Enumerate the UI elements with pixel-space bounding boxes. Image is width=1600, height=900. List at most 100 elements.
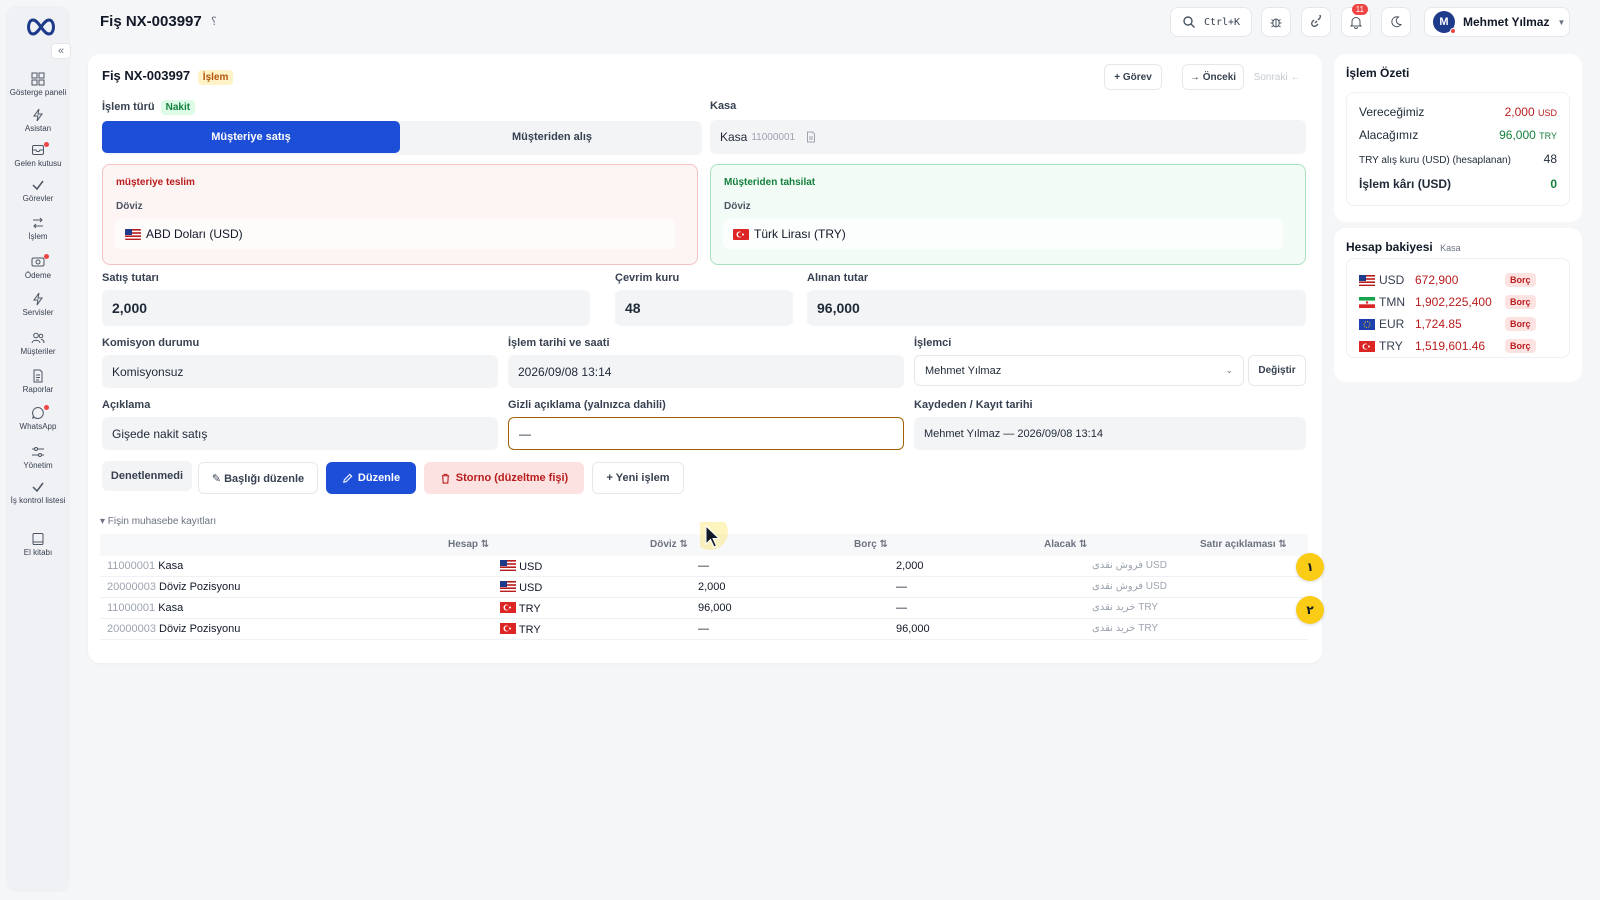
cash-badge: Nakit: [160, 100, 196, 115]
sidebar-item-management[interactable]: Yönetim: [6, 445, 70, 470]
balance-row: TRY 1,519,601.46 Borç: [1359, 338, 1536, 354]
edit-button[interactable]: Düzenle: [326, 462, 416, 494]
col-debit[interactable]: Borç ⇅: [854, 539, 888, 550]
purchase-from-customer-tab[interactable]: Müşteriden alış: [511, 131, 593, 143]
trash-icon: [441, 473, 449, 484]
unaudited-status[interactable]: Denetlenmedi: [102, 461, 192, 491]
operator-select[interactable]: Mehmet Yılmaz ⌄: [914, 355, 1244, 386]
sale-amount-input[interactable]: 2,000: [102, 290, 590, 326]
storno-button[interactable]: Storno (düzeltme fişi): [424, 462, 584, 494]
theme-toggle-button[interactable]: [1381, 7, 1411, 37]
edit-header-button[interactable]: ✎ Başlığı düzenle: [198, 462, 318, 494]
recorder-field: Mehmet Yılmaz — 2026/09/08 13:14: [914, 417, 1306, 450]
bolt-icon: [33, 292, 43, 306]
exchange-rate-label: Çevrim kuru: [615, 272, 680, 284]
whatsapp-icon: [32, 406, 44, 419]
operator-label: İşlemci: [914, 337, 952, 349]
col-currency[interactable]: Döviz ⇅: [650, 539, 688, 550]
col-line-description[interactable]: Satır açıklaması ⇅: [1200, 539, 1287, 550]
previous-button[interactable]: → Önceki: [1182, 64, 1244, 90]
give-value: 2,000 USD: [1504, 105, 1557, 119]
profit-label: İşlem kârı (USD): [1359, 177, 1452, 191]
table-row[interactable]: 11000001 Kasa USD — 2,000 فروش نقدی USD: [100, 556, 1308, 577]
sidebar-item-checklist[interactable]: İş kontrol listesi: [6, 480, 70, 505]
sale-to-customer-tab[interactable]: Müşteriye satış: [102, 121, 400, 153]
datetime-input[interactable]: 2026/09/08 13:14: [508, 355, 904, 388]
add-task-button[interactable]: + Görev: [1104, 64, 1162, 90]
give-row: Vereceğimiz 2,000 USD: [1359, 105, 1557, 119]
sidebar-item-label: Yönetim: [23, 461, 53, 470]
search-icon: [1183, 16, 1195, 28]
cashbox-value: Kasa: [720, 130, 748, 144]
collapse-sidebar-button[interactable]: «: [51, 43, 71, 59]
bug-report-button[interactable]: [1261, 7, 1291, 37]
sidebar-item-whatsapp[interactable]: WhatsApp: [6, 405, 70, 431]
balance-currency: TMN: [1379, 295, 1405, 309]
delivery-currency-select[interactable]: ABD Doları (USD): [115, 219, 675, 249]
collection-currency-value: Türk Lirası (TRY): [754, 227, 846, 241]
new-transaction-button[interactable]: + Yeni işlem: [592, 462, 684, 494]
account-cell: 11000001 Kasa: [107, 560, 184, 572]
chevron-down-icon: ▼: [1557, 17, 1566, 27]
balance-amount: 672,900: [1415, 273, 1459, 287]
exchange-rate-input[interactable]: 48: [615, 290, 793, 326]
sidebar-item-reports[interactable]: Raporlar: [6, 369, 70, 394]
sidebar-item-transaction[interactable]: İşlem: [6, 216, 70, 241]
link-button[interactable]: [1301, 7, 1331, 37]
col-account[interactable]: Hesap ⇅: [448, 539, 490, 550]
next-button[interactable]: Sonraki ←: [1248, 64, 1306, 90]
unread-dot: [44, 405, 49, 410]
delivery-currency-label: Döviz: [116, 201, 143, 212]
document-icon[interactable]: [805, 131, 817, 143]
book-icon: [32, 533, 44, 545]
table-row[interactable]: 20000003 Döviz Pozisyonu USD 2,000 — فرو…: [100, 577, 1308, 598]
debt-badge: Borç: [1505, 317, 1536, 331]
balance-box: USD 672,900 Borç TMN 1,902,225,400 Borç …: [1346, 258, 1570, 358]
sidebar-item-label: El kitabı: [23, 548, 53, 557]
ledger-section-toggle[interactable]: ▾ Fişin muhasebe kayıtları: [100, 516, 217, 527]
collection-title: Müşteriden tahsilat: [724, 177, 816, 188]
notifications-button[interactable]: 11: [1341, 4, 1371, 37]
hidden-note-input[interactable]: —: [508, 417, 904, 450]
voucher-card: Fiş NX-003997 İşlem + Görev → Önceki Son…: [88, 54, 1324, 663]
hidden-note-label: Gizli açıklama (yalnızca dahili): [508, 399, 666, 411]
description-input[interactable]: Gişede nakit satış: [102, 417, 498, 450]
debt-badge: Borç: [1505, 295, 1536, 309]
description-label: Açıklama: [102, 399, 151, 411]
commission-select[interactable]: Komisyonsuz: [102, 355, 498, 388]
sidebar-item-assistant[interactable]: Asistan: [6, 108, 70, 133]
bolt-icon: [33, 108, 43, 122]
infinity-logo-icon[interactable]: [24, 16, 58, 38]
col-credit[interactable]: Alacak ⇅: [1044, 539, 1088, 550]
table-row[interactable]: 20000003 Döviz Pozisyonu TRY — 96,000 خر…: [100, 619, 1308, 640]
recorder-label: Kaydeden / Kayıt tarihi: [914, 399, 1033, 411]
cashbox-field[interactable]: Kasa 11000001: [710, 120, 1306, 154]
sidebar-item-services[interactable]: Servisler: [6, 292, 70, 317]
balance-currency: TRY: [1379, 339, 1403, 353]
check-icon: [32, 180, 44, 191]
table-row[interactable]: 11000001 Kasa TRY 96,000 — خرید نقدی TRY: [100, 598, 1308, 619]
sidebar-item-inbox[interactable]: Gelen kutusu: [6, 142, 70, 168]
debit-cell: 96,000: [698, 602, 732, 614]
change-operator-button[interactable]: Değiştir: [1248, 355, 1306, 386]
avatar: M: [1433, 11, 1456, 34]
balance-subtitle: Kasa: [1440, 243, 1461, 253]
user-menu-button[interactable]: M Mehmet Yılmaz ▼: [1424, 7, 1570, 37]
sidebar-item-label: Asistan: [24, 124, 52, 133]
received-amount-input[interactable]: 96,000: [807, 290, 1306, 326]
search-button[interactable]: Ctrl+K: [1170, 7, 1252, 37]
cashbox-code: 11000001: [751, 131, 796, 143]
sidebar-item-handbook[interactable]: El kitabı: [6, 532, 70, 557]
users-icon: [31, 332, 45, 344]
sidebar-item-customers[interactable]: Müşteriler: [6, 331, 70, 356]
customer-delivery-box: müşteriye teslim Döviz ABD Doları (USD): [102, 164, 698, 265]
collection-currency-select[interactable]: Türk Lirası (TRY): [723, 219, 1283, 249]
take-row: Alacağımız 96,000 TRY: [1359, 128, 1557, 142]
sidebar-item-tasks[interactable]: Görevler: [6, 178, 70, 203]
take-label: Alacağımız: [1359, 128, 1419, 142]
received-amount-label: Alınan tutar: [807, 272, 869, 284]
sidebar-item-payment[interactable]: Ödeme: [6, 254, 70, 280]
delivery-currency-value: ABD Doları (USD): [146, 227, 243, 241]
sidebar-item-dashboard[interactable]: Gösterge paneli: [6, 72, 70, 97]
storno-button-label: Storno (düzeltme fişi): [455, 472, 569, 484]
